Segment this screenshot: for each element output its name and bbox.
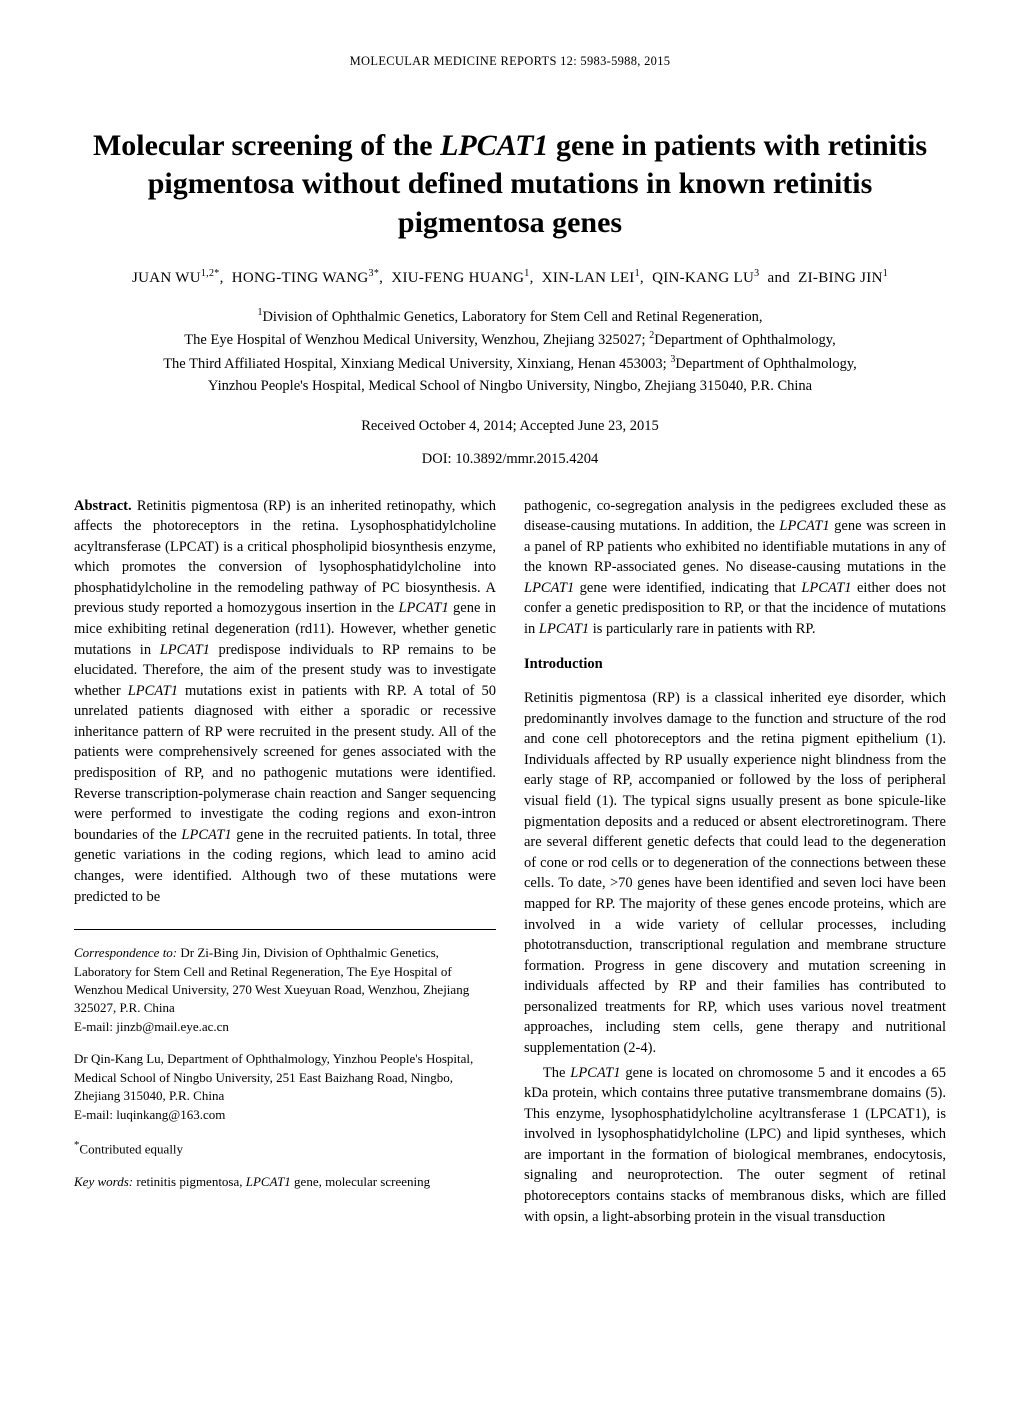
aff-text: Department of Ophthalmology, (654, 332, 835, 348)
running-head: MOLECULAR MEDICINE REPORTS 12: 5983-5988… (74, 54, 946, 69)
aff-text: The Eye Hospital of Wenzhou Medical Univ… (184, 332, 649, 348)
aff-text: Department of Ophthalmology, (675, 356, 856, 372)
keywords-text: retinitis pigmentosa, (133, 1174, 246, 1189)
keywords: Key words: retinitis pigmentosa, LPCAT1 … (74, 1173, 496, 1191)
gene-symbol: LPCAT1 (128, 683, 178, 699)
author-aff: 1 (635, 268, 640, 279)
correspondence-2: Dr Qin-Kang Lu, Department of Ophthalmol… (74, 1050, 496, 1124)
correspondence-label: Correspondence to: (74, 945, 177, 960)
article-title: Molecular screening of the LPCAT1 gene i… (74, 127, 946, 242)
introduction-heading: Introduction (524, 654, 946, 675)
author-aff: 1 (524, 268, 529, 279)
gene-symbol: LPCAT1 (246, 1174, 291, 1189)
correspondence-text: Dr Qin-Kang Lu, Department of Ophthalmol… (74, 1051, 473, 1103)
gene-symbol: LPCAT1 (398, 600, 448, 616)
correspondence-email: E-mail: luqinkang@163.com (74, 1107, 225, 1122)
body-columns: Abstract. Retinitis pigmentosa (RP) is a… (74, 496, 946, 1228)
author-aff: 3* (369, 268, 380, 279)
gene-symbol: LPCAT1 (779, 518, 829, 534)
author: ZI-BING JIN (798, 270, 883, 286)
intro-text: The (543, 1065, 570, 1081)
author-aff: 1 (883, 268, 888, 279)
abstract-text: gene were identified, indicating that (574, 580, 801, 596)
contrib-text: Contributed equally (79, 1142, 183, 1157)
correspondence-block: Correspondence to: Dr Zi-Bing Jin, Divis… (74, 929, 496, 1191)
gene-symbol: LPCAT1 (181, 827, 231, 843)
keywords-label: Key words: (74, 1174, 133, 1189)
abstract-text: Retinitis pigmentosa (RP) is an inherite… (74, 498, 496, 617)
author-aff: 1,2* (201, 268, 220, 279)
article-dates: Received October 4, 2014; Accepted June … (74, 418, 946, 435)
gene-symbol: LPCAT1 (524, 580, 574, 596)
author: JUAN WU (132, 270, 201, 286)
contributed-equally: *Contributed equally (74, 1138, 496, 1159)
aff-text: The Third Affiliated Hospital, Xinxiang … (163, 356, 670, 372)
correspondence-1: Correspondence to: Dr Zi-Bing Jin, Divis… (74, 944, 496, 1036)
abstract: Abstract. Retinitis pigmentosa (RP) is a… (74, 496, 496, 908)
gene-symbol: LPCAT1 (539, 621, 589, 637)
title-gene: LPCAT1 (440, 129, 548, 162)
author: XIU-FENG HUANG (391, 270, 524, 286)
aff-text: Yinzhou People's Hospital, Medical Schoo… (208, 378, 812, 394)
intro-paragraph-2: The LPCAT1 gene is located on chromosome… (524, 1063, 946, 1228)
author: XIN-LAN LEI (542, 270, 635, 286)
correspondence-email: E-mail: jinzb@mail.eye.ac.cn (74, 1019, 229, 1034)
author-aff: 3 (754, 268, 759, 279)
abstract-text: is particularly rare in patients with RP… (589, 621, 815, 637)
author: HONG-TING WANG (232, 270, 369, 286)
abstract-text: mutations exist in patients with RP. A t… (74, 683, 496, 843)
gene-symbol: LPCAT1 (160, 642, 210, 658)
abstract-label: Abstract. (74, 498, 132, 514)
affiliations: 1Division of Ophthalmic Genetics, Labora… (74, 305, 946, 397)
aff-text: Division of Ophthalmic Genetics, Laborat… (262, 309, 762, 325)
intro-text: gene is located on chromosome 5 and it e… (524, 1065, 946, 1225)
title-pre: Molecular screening of the (93, 129, 440, 162)
authors-line: JUAN WU1,2*, HONG-TING WANG3*, XIU-FENG … (74, 268, 946, 287)
intro-paragraph-1: Retinitis pigmentosa (RP) is a classical… (524, 688, 946, 1058)
abstract-continued: pathogenic, co-segregation analysis in t… (524, 496, 946, 640)
gene-symbol: LPCAT1 (801, 580, 851, 596)
author: QIN-KANG LU (652, 270, 754, 286)
keywords-text: gene, molecular screening (291, 1174, 430, 1189)
gene-symbol: LPCAT1 (570, 1065, 620, 1081)
doi: DOI: 10.3892/mmr.2015.4204 (74, 451, 946, 468)
